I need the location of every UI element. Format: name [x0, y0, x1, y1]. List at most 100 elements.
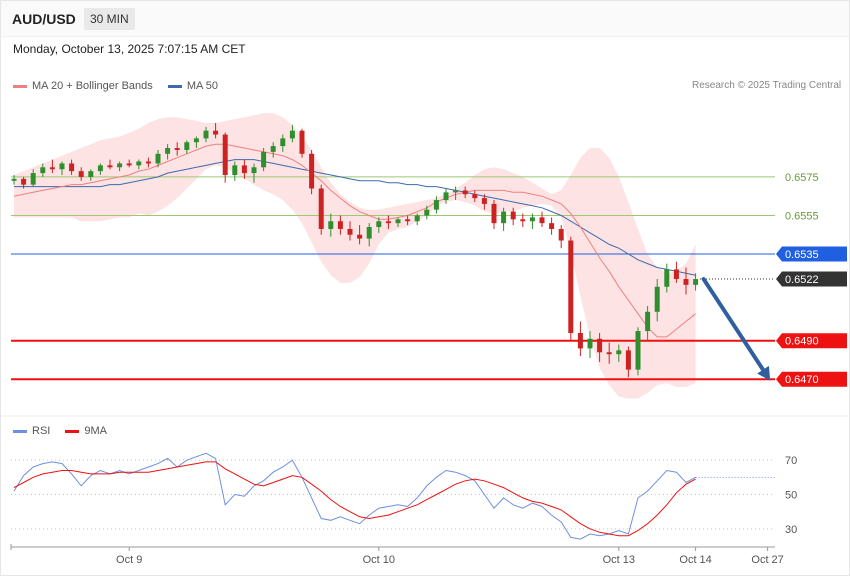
candle: [30, 169, 36, 187]
ma50-swatch: [167, 84, 182, 88]
candle: [357, 225, 363, 245]
x-tick-label: Oct 10: [363, 554, 395, 566]
candle: [251, 163, 257, 183]
candle: [376, 217, 382, 233]
candle-body: [654, 286, 660, 312]
candle-body: [318, 188, 324, 229]
candle: [318, 184, 324, 235]
candle: [328, 213, 334, 237]
candle-body: [510, 211, 516, 220]
rsi-tick-70: 70: [785, 455, 797, 467]
candle-body: [376, 221, 382, 228]
rsi-tick-30: 30: [785, 524, 797, 536]
candle: [88, 169, 94, 181]
candle: [203, 126, 209, 143]
candle-body: [462, 190, 468, 195]
candle: [472, 190, 478, 202]
candle-body: [433, 200, 439, 210]
x-axis: Oct 9 Oct 10 Oct 13 Oct 14 Oct 27: [10, 544, 784, 566]
price-legend: MA 20 + Bollinger Bands MA 50: [13, 80, 218, 92]
candle-body: [69, 163, 75, 172]
candle: [165, 144, 171, 160]
level-label-0.6535: 0.6535: [785, 249, 819, 261]
candle-body: [289, 130, 295, 139]
x-tick-label: Oct 27: [751, 554, 783, 566]
candle-body: [59, 163, 65, 170]
candle-body: [97, 165, 103, 172]
candle: [453, 186, 459, 201]
candle-body: [625, 350, 631, 370]
level-label-0.6522: 0.6522: [785, 274, 819, 286]
candle: [261, 148, 267, 172]
candle-body: [568, 240, 574, 333]
candle-body: [366, 227, 372, 239]
candle: [385, 215, 391, 229]
candle-body: [165, 148, 171, 154]
candle-body: [347, 228, 353, 235]
candle-body: [443, 192, 449, 201]
candle: [462, 186, 468, 199]
level-label-0.6490: 0.6490: [785, 336, 819, 348]
candle-body: [664, 269, 670, 287]
candle: [11, 175, 17, 185]
moving-averages: [13, 143, 696, 338]
candle: [126, 159, 132, 168]
candle: [616, 344, 622, 362]
candle-body: [683, 279, 689, 285]
candle: [241, 159, 247, 179]
ma9-swatch: [65, 429, 80, 433]
candle: [597, 333, 603, 362]
symbol-label: AUD/USD: [12, 11, 76, 27]
candle-body: [11, 178, 17, 181]
candle-body: [577, 333, 583, 349]
candle: [136, 159, 142, 170]
candle: [347, 221, 353, 241]
candle: [654, 279, 660, 322]
candle: [433, 196, 439, 214]
bollinger-band-fill: [14, 113, 696, 399]
candle-body: [587, 338, 593, 349]
candle: [645, 306, 651, 341]
x-tick-label: Oct 13: [603, 554, 635, 566]
candle: [49, 159, 55, 174]
candle: [232, 161, 238, 181]
candle: [683, 267, 689, 295]
candle-body: [280, 138, 286, 147]
rsi-line: [13, 452, 696, 540]
candle: [414, 213, 420, 226]
timeframe-badge[interactable]: 30 MIN: [84, 8, 135, 30]
candle: [184, 140, 190, 154]
candle: [222, 132, 228, 183]
candle-body: [597, 338, 603, 353]
candle: [289, 124, 295, 143]
candle-body: [40, 167, 46, 174]
candle: [568, 236, 574, 341]
candle-body: [453, 190, 459, 193]
level-tag-0.6535: [776, 246, 847, 262]
candle-body: [193, 138, 199, 143]
candle: [40, 163, 46, 177]
candle-body: [491, 203, 497, 224]
ma50-legend-label: MA 50: [186, 80, 219, 92]
candle-body: [558, 228, 564, 241]
candle: [69, 159, 75, 175]
forecast-arrow: [701, 277, 771, 381]
candle-body: [357, 234, 363, 239]
rsi-tick-50: 50: [785, 490, 797, 502]
rsi-legend-label: RSI: [32, 425, 51, 437]
forecast-arrow-shaft: [701, 277, 766, 372]
candle-body: [30, 173, 36, 185]
candle: [270, 142, 276, 158]
candle-body: [635, 331, 641, 370]
candle-body: [414, 215, 420, 222]
candle-body: [395, 219, 401, 224]
candle-body: [549, 223, 555, 229]
candle-body: [88, 171, 94, 177]
candle-body: [49, 167, 55, 170]
candle-body: [261, 151, 267, 168]
candle-body: [241, 165, 247, 174]
candle-body: [155, 153, 161, 164]
candle: [443, 188, 449, 204]
candle-body: [328, 221, 334, 229]
bollinger-band: [14, 113, 696, 399]
